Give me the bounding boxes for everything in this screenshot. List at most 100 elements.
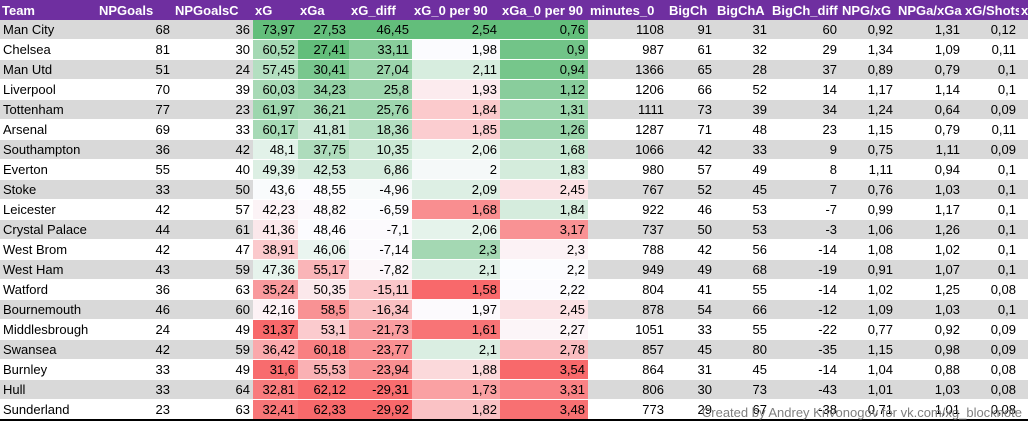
stat-cell: 1,24 xyxy=(840,99,896,120)
stat-cell: 57,45 xyxy=(253,59,298,80)
stat-cell: 45 xyxy=(715,359,770,380)
stat-cell: 2,3 xyxy=(500,239,588,260)
stat-cell: 2,09 xyxy=(412,179,500,200)
stat-cell: 0,1 xyxy=(963,259,1019,280)
stat-cell: 0,1 xyxy=(963,299,1019,320)
stat-cell: 36,42 xyxy=(253,339,298,360)
stat-cell: -14 xyxy=(770,359,840,380)
stat-cell: 1,03 xyxy=(896,299,963,320)
stat-cell: 0,09 xyxy=(1019,139,1028,160)
stat-cell: 1,08 xyxy=(840,239,896,260)
stat-cell: 737 xyxy=(588,219,667,240)
team-name-cell: Bournemouth xyxy=(0,299,97,320)
stat-cell: 44 xyxy=(97,219,173,240)
stat-cell: 1,84 xyxy=(500,199,588,220)
stat-cell: 0,94 xyxy=(500,59,588,80)
stat-cell: 0,91 xyxy=(840,259,896,280)
stat-cell: 0,09 xyxy=(963,99,1019,120)
stat-cell: 0,76 xyxy=(840,179,896,200)
stat-cell: 2,06 xyxy=(412,219,500,240)
stat-cell: 55 xyxy=(715,319,770,340)
credit-text: Created by Andrey Krivonogov for vk.com/… xyxy=(701,405,1022,420)
column-header: xG/Shots xyxy=(963,0,1019,20)
stat-cell: 0,09 xyxy=(1019,279,1028,300)
stat-cell: 0,1 xyxy=(1019,379,1028,400)
stat-cell: 46 xyxy=(97,299,173,320)
stat-cell: 0,1 xyxy=(963,59,1019,80)
table-row: Crystal Palace 44 61 41,36 48,46 -7,1 2,06 3,17… xyxy=(0,219,1028,240)
stat-cell: 806 xyxy=(588,379,667,400)
team-name-cell: Arsenal xyxy=(0,119,97,140)
stat-cell: 28 xyxy=(715,59,770,80)
table-row: West Brom 42 47 38,91 46,06 -7,14 2,3 2,3 788 42 5… xyxy=(0,239,1028,260)
stat-cell: 39 xyxy=(173,79,253,100)
stat-cell: 14 xyxy=(770,79,840,100)
stat-cell: 43,6 xyxy=(253,179,298,200)
stat-cell: 922 xyxy=(588,199,667,220)
stat-cell: 45 xyxy=(667,339,715,360)
stat-cell: 30 xyxy=(667,379,715,400)
stat-cell: 864 xyxy=(588,359,667,380)
stat-cell: 49 xyxy=(173,359,253,380)
stat-cell: 59 xyxy=(173,339,253,360)
stat-cell: 49,39 xyxy=(253,159,298,180)
table-row: Watford 36 63 35,24 50,35 -15,11 1,58 2,22 804 41… xyxy=(0,279,1028,300)
table-row: Bournemouth 46 60 42,16 58,5 -16,34 1,97 2,45 87… xyxy=(0,299,1028,320)
stat-cell: 68 xyxy=(715,259,770,280)
stat-cell: 0,11 xyxy=(1019,299,1028,320)
column-header: Team xyxy=(0,0,97,20)
stat-cell: 47 xyxy=(173,239,253,260)
stat-cell: 1206 xyxy=(588,79,667,100)
stat-cell: 0,12 xyxy=(963,20,1019,40)
stat-cell: 46,45 xyxy=(349,20,412,40)
stat-cell: 1,06 xyxy=(840,219,896,240)
stat-cell: 1,98 xyxy=(412,39,500,60)
stat-cell: 788 xyxy=(588,239,667,260)
stat-cell: 0,08 xyxy=(963,379,1019,400)
stat-cell: 66 xyxy=(667,79,715,100)
column-header: NPGoals xyxy=(97,0,173,20)
stat-cell: 1,02 xyxy=(840,279,896,300)
stat-cell: 42,53 xyxy=(298,159,349,180)
stat-cell: 41 xyxy=(667,279,715,300)
stat-cell: 43 xyxy=(97,259,173,280)
stat-cell: -7,1 xyxy=(349,219,412,240)
column-header: xG_0 per 90 xyxy=(412,0,500,20)
stat-cell: 57 xyxy=(173,199,253,220)
stat-cell: 0,88 xyxy=(896,359,963,380)
stat-cell: 53 xyxy=(715,199,770,220)
stat-cell: 0,08 xyxy=(963,399,1019,421)
stat-cell: 42 xyxy=(97,239,173,260)
stat-cell: 73,97 xyxy=(253,20,298,40)
stat-cell: 48 xyxy=(715,119,770,140)
stat-cell: 41,36 xyxy=(253,219,298,240)
stat-cell: 27,41 xyxy=(298,39,349,60)
stat-cell: 30,41 xyxy=(298,59,349,80)
stat-cell: 0,71 xyxy=(840,399,896,421)
team-name-cell: Burnley xyxy=(0,359,97,380)
stat-cell: 0,9 xyxy=(500,39,588,60)
stat-cell: 1,34 xyxy=(840,39,896,60)
stat-cell: 2,78 xyxy=(500,339,588,360)
stat-cell: 32 xyxy=(715,39,770,60)
stat-cell: 1,31 xyxy=(500,99,588,120)
header-row: Team NPGoals NPGoalsC xG xGa xG_diff xG_0 per … xyxy=(0,0,1028,20)
stat-cell: 50 xyxy=(667,219,715,240)
stat-cell: -14 xyxy=(770,239,840,260)
stat-cell: 0,09 xyxy=(1019,20,1028,40)
stat-cell: 1066 xyxy=(588,139,667,160)
table-row: Man City 68 36 73,97 27,53 46,45 2,54 0,76 1108 9… xyxy=(0,20,1028,40)
stat-cell: 68 xyxy=(97,20,173,40)
stat-cell: 62,33 xyxy=(298,399,349,421)
stat-cell: 91 xyxy=(667,20,715,40)
stat-cell: 3,48 xyxy=(500,399,588,421)
stat-cell: 1,09 xyxy=(896,39,963,60)
stat-cell: 0,09 xyxy=(963,139,1019,160)
stat-cell: 1,61 xyxy=(412,319,500,340)
stat-cell: 65 xyxy=(667,59,715,80)
stat-cell: 0,09 xyxy=(1019,399,1028,421)
stat-cell: -19 xyxy=(770,259,840,280)
stat-cell: 0,77 xyxy=(840,319,896,340)
team-name-cell: Watford xyxy=(0,279,97,300)
stat-cell: 52 xyxy=(715,79,770,100)
